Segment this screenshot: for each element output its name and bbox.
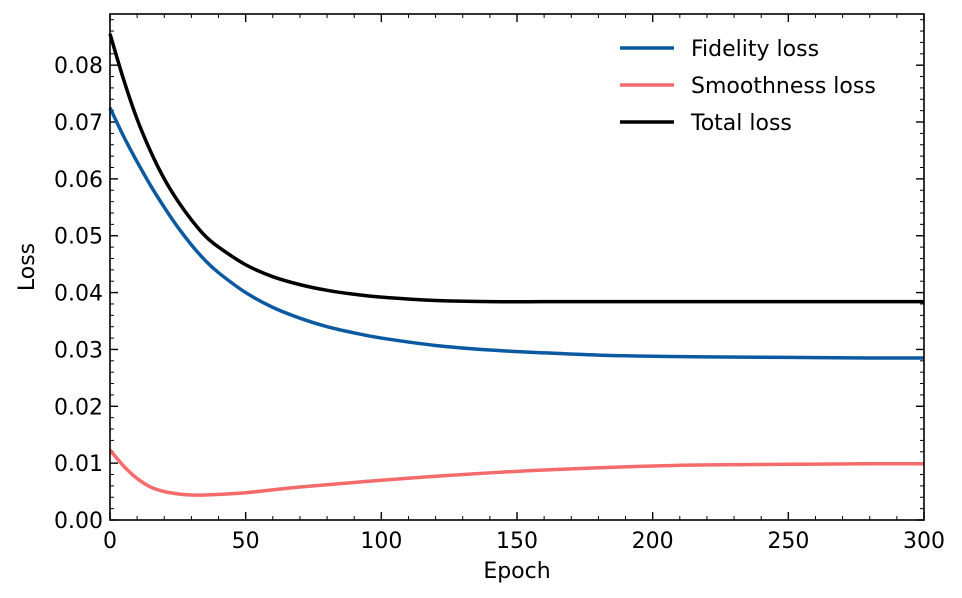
plot-frame xyxy=(109,13,925,521)
tick-labels: 0 50 100 150 200 250 300 0.00 0.01 0.02 0.03 0.04 0.… xyxy=(54,54,945,554)
y-tick-label: 0.04 xyxy=(54,282,103,307)
y-tick-label: 0.05 xyxy=(54,225,103,250)
series-lines xyxy=(108,33,925,497)
legend-label: Smoothness loss xyxy=(691,74,876,99)
legend-item-total-loss: Total loss xyxy=(620,111,792,136)
x-tick-label: 250 xyxy=(767,529,809,554)
y-tick-label: 0.01 xyxy=(54,452,103,477)
x-axis-label: Epoch xyxy=(483,559,550,584)
legend-label: Total loss xyxy=(690,111,792,136)
legend-item-smoothness-loss: Smoothness loss xyxy=(620,74,876,99)
x-tick-label: 200 xyxy=(632,529,674,554)
series-line-total-loss xyxy=(108,33,924,304)
x-tick-label: 300 xyxy=(903,529,945,554)
series-line-smoothness-loss xyxy=(108,448,925,497)
legend-label: Fidelity loss xyxy=(691,37,819,62)
y-tick-label: 0.08 xyxy=(54,54,103,79)
series-line-fidelity-loss xyxy=(108,107,925,360)
y-tick-label: 0.03 xyxy=(54,338,103,363)
y-tick-label: 0.06 xyxy=(54,168,103,193)
x-tick-label: 150 xyxy=(496,529,538,554)
legend-item-fidelity-loss: Fidelity loss xyxy=(620,37,819,62)
x-tick-label: 0 xyxy=(103,529,117,554)
legend: Fidelity loss Smoothness loss Total loss xyxy=(620,37,876,136)
x-tick-label: 100 xyxy=(360,529,402,554)
y-axis-label: Loss xyxy=(15,243,40,291)
y-tick-label: 0.02 xyxy=(54,395,103,420)
x-tick-label: 50 xyxy=(232,529,260,554)
y-tick-label: 0.00 xyxy=(54,509,103,534)
y-tick-label: 0.07 xyxy=(54,111,103,136)
